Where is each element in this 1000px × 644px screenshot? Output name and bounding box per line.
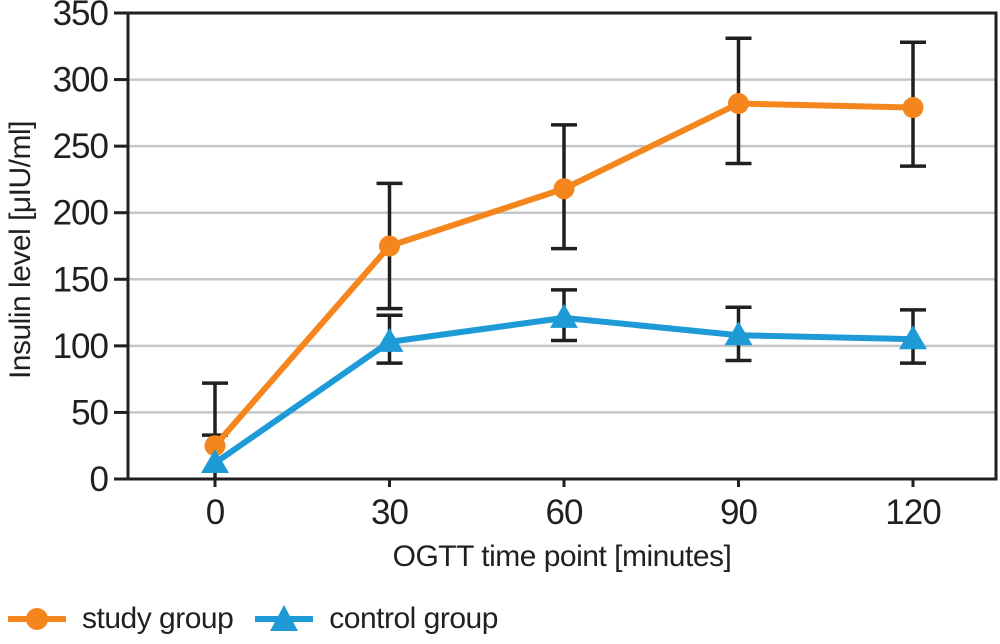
- y-tick-label: 100: [53, 327, 109, 366]
- study-group-marker-icon: [8, 608, 66, 630]
- x-tick-label: 30: [371, 493, 408, 532]
- x-tick-label: 90: [720, 493, 757, 532]
- y-tick-label: 350: [53, 0, 109, 33]
- y-tick-label: 150: [53, 260, 109, 299]
- data-point-marker: [375, 327, 404, 352]
- data-point-marker: [201, 449, 229, 474]
- legend-label-control-group: control group: [329, 602, 498, 635]
- x-tick-label: 0: [206, 493, 225, 532]
- data-point-marker: [728, 93, 749, 115]
- x-tick-label: 120: [885, 493, 941, 532]
- data-point-marker: [899, 325, 927, 350]
- y-tick-label: 300: [53, 61, 109, 100]
- x-axis-title: OGTT time point [minutes]: [392, 540, 732, 573]
- legend-item-study-group: study group: [6, 602, 234, 636]
- y-tick-label: 200: [53, 194, 109, 233]
- y-tick-label: 0: [90, 460, 109, 499]
- x-tick-label: 60: [546, 493, 583, 532]
- x-tick-labels: 0 30 60 90 120: [206, 493, 942, 532]
- y-tick-label: 50: [71, 393, 108, 432]
- data-point-marker: [724, 321, 753, 346]
- y-axis-title: Insulin level [μIU/ml]: [4, 120, 37, 380]
- data-point-marker: [550, 303, 578, 328]
- legend-item-control-group: control group: [253, 602, 498, 636]
- y-tick-labels: 0 50 100 150 200 250 300 350: [53, 0, 110, 499]
- gridlines: [128, 78, 996, 414]
- series-markers-study-group: [204, 93, 924, 457]
- data-point-marker: [379, 235, 400, 257]
- control-group-marker-icon: [255, 605, 314, 631]
- legend-label-study-group: study group: [82, 602, 234, 635]
- data-point-marker: [553, 178, 575, 200]
- y-tick-label: 250: [53, 127, 109, 166]
- data-point-marker: [204, 435, 226, 457]
- series-markers-control-group: [201, 303, 927, 474]
- axis-ticks: [114, 11, 915, 487]
- data-point-marker: [902, 97, 924, 119]
- legend: study group control group: [6, 599, 498, 639]
- plot-frame: [126, 11, 998, 481]
